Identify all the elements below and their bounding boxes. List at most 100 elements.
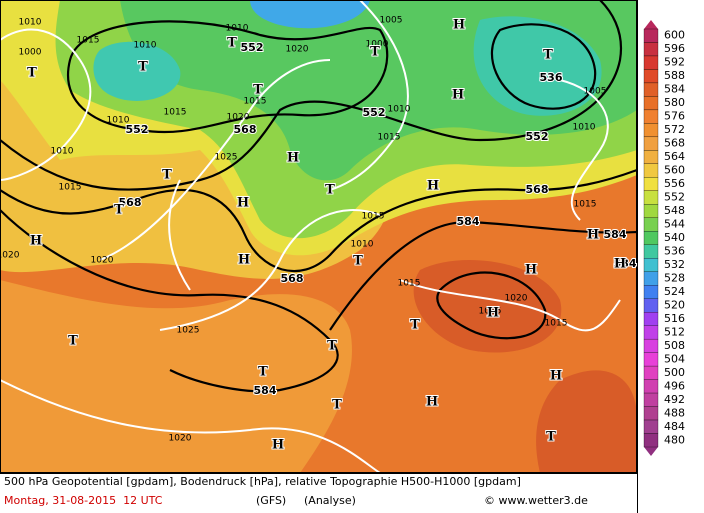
field-cyan-west [93,41,181,101]
legend-label: 568 [664,137,685,150]
pressure-center: T [27,66,37,81]
pressure-center: H [427,179,439,194]
contour-568 [0,168,638,273]
legend-swatch [643,55,659,70]
legend-label: 552 [664,191,685,204]
isobar-label: 1020 [169,434,192,444]
pressure-center: T [162,168,172,183]
isobar-label: 1010 [226,24,249,34]
contour-label: 568 [281,272,304,285]
legend-label: 484 [664,420,685,433]
isobar-label: 1010 [134,41,157,51]
isobar-label: 1010 [351,240,374,250]
isobar-label: 1015 [362,212,385,222]
isobar [168,179,191,291]
legend-swatch [643,150,659,164]
legend-swatch [643,69,659,84]
legend-label: 488 [664,406,685,419]
isobar-label: 1025 [177,326,200,336]
pressure-center: T [253,83,263,98]
legend-swatch [643,325,659,340]
pressure-center: H [525,263,537,278]
legend-label: 592 [664,56,685,69]
isobar [559,79,609,221]
caption-title: 500 hPa Geopotential [gpdam], Bodendruck… [4,475,521,488]
legend-swatch [643,271,659,286]
contour-label: 536 [540,71,563,84]
isobar-label: 1010 [388,105,411,115]
map-labels: 552 552 568 552 536 552 568 568 584 568 584 584 584 1… [0,16,638,454]
legend-label: 536 [664,244,685,257]
legend-swatch [643,312,659,326]
legend-swatch [643,338,659,353]
legend-label: 532 [664,258,685,271]
isobar-label: 1020 [227,113,250,123]
legend-label: 556 [664,177,685,190]
legend-arrow-bottom [644,447,658,456]
pressure-center: T [325,183,335,198]
isobar-label: 1015 [574,200,597,210]
legend-label: 496 [664,379,685,392]
legend-swatch [643,28,659,43]
legend-swatch [643,123,659,138]
pressure-center: H [487,306,499,321]
legend-label: 544 [664,218,685,231]
legend-label: 504 [664,352,685,365]
pressure-center: T [543,48,553,63]
contour-536 [490,23,597,110]
legend-label: 520 [664,298,685,311]
geopotential-contours [0,0,638,393]
isobar-label: 1020 [505,294,528,304]
isobar [99,59,331,261]
contour-label: 584 [457,215,480,228]
pressure-center: H [30,234,42,249]
legend-label: 500 [664,366,685,379]
legend-swatch [643,163,659,178]
isobar-label: 1015 [164,108,187,118]
legend-swatch [643,109,659,124]
legend-arrow-top [644,20,658,29]
legend-label: 492 [664,393,685,406]
pressure-center: H [587,228,599,243]
contour-552 [67,20,389,134]
pressure-center: H [287,151,299,166]
legend-swatch [643,379,659,394]
legend-label: 480 [664,433,685,446]
isobar-label: 1015 [545,319,568,329]
contour-label: 568 [526,183,549,196]
caption-run: (Analyse) [304,494,356,507]
contour-552b [0,0,623,191]
legend-label: 564 [664,150,685,163]
legend-swatch [643,433,659,448]
legend-swatch [643,42,659,57]
contour-label: 584 [604,228,627,241]
isobar [159,209,381,331]
contour-label: 584 [254,384,277,397]
isobar-label: 1010 [51,147,74,157]
legend-label: 584 [664,83,685,96]
pressure-center: H [272,438,284,453]
isobar-label: 1020 [0,251,20,261]
legend-label: 508 [664,339,685,352]
isobar-label: 1020 [91,256,114,266]
isobar-label: 1015 [398,279,421,289]
caption-date: Montag, 31-08-2015 12 UTC [4,494,163,507]
caption-model: (GFS) [256,494,287,507]
legend-swatch [643,258,659,272]
caption-credit: © www.wetter3.de [484,494,588,507]
legend-swatch [643,419,659,434]
isobar [0,379,381,474]
map-frame [0,0,637,473]
legend-label: 512 [664,325,685,338]
legend-swatch [643,96,659,111]
legend-swatch [643,365,659,380]
legend-swatch [643,177,659,191]
legend-swatch [643,231,659,245]
contour-label: 584 [614,257,637,270]
isobar-label: 1015 [59,183,82,193]
map-field [0,0,638,473]
legend-label: 576 [664,110,685,123]
pressure-center: H [237,196,249,211]
pressure-center: H [238,253,250,268]
pressure-center: T [68,334,78,349]
